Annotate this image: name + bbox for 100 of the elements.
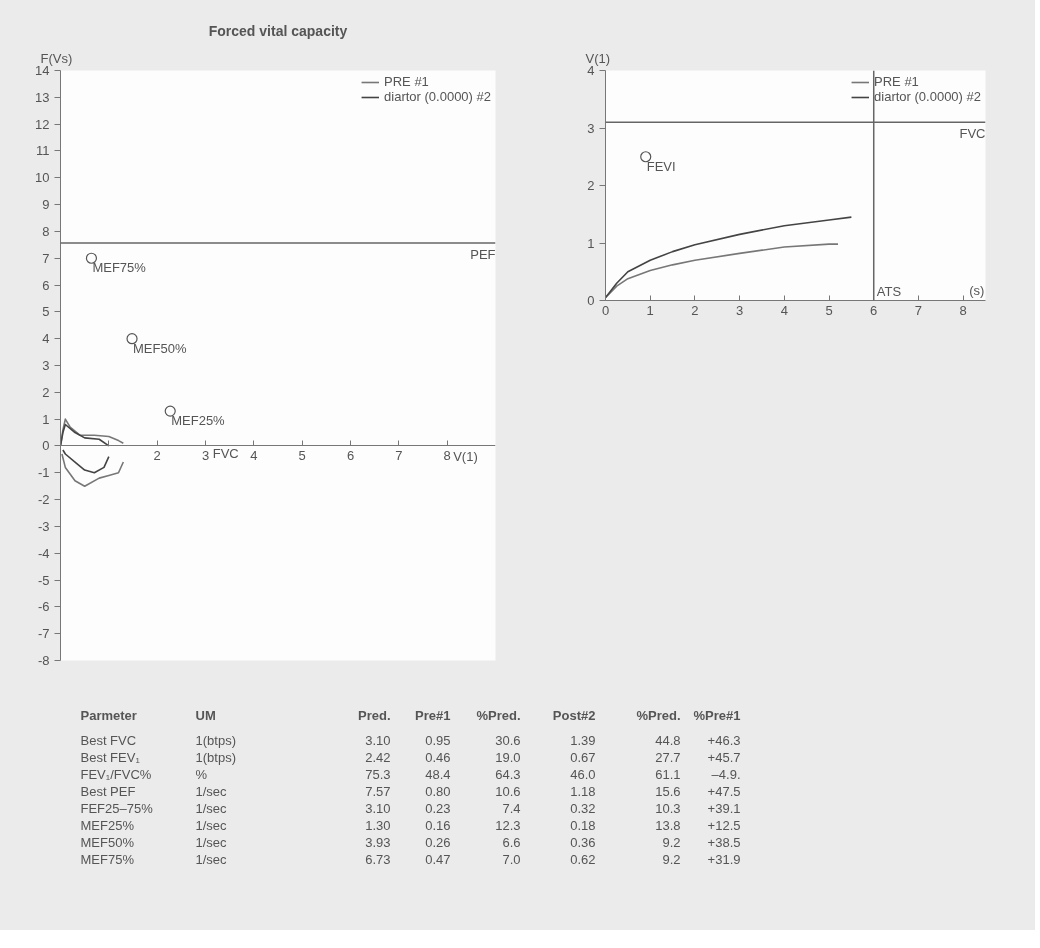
y-tick-label: 3 <box>587 120 595 136</box>
x-tick-label: 3 <box>201 447 210 463</box>
text: 19.0 <box>495 750 521 765</box>
annotation: MEF75% <box>92 260 147 276</box>
legend-label: PRE #1 <box>874 74 919 89</box>
y-tick-label: -4 <box>37 545 50 561</box>
text: 27.7 <box>655 750 681 765</box>
x-tick-label: 1 <box>646 302 654 318</box>
y-tick-label: -8 <box>37 653 50 668</box>
text: MEF75% <box>80 852 135 867</box>
y-axis-title: V(1) <box>585 50 611 66</box>
text: 10.6 <box>495 784 521 799</box>
text: +38.5 <box>707 835 741 850</box>
y-tick-label: 2 <box>42 384 50 400</box>
text: –4.9. <box>711 767 741 782</box>
text: 9.2 <box>662 835 681 850</box>
text: +12.5 <box>707 818 741 833</box>
x-tick-label: 4 <box>250 447 258 463</box>
y-tick-label: 11 <box>36 143 50 159</box>
text: 1/sec <box>195 818 228 833</box>
annotation: MEF50% <box>133 340 187 356</box>
x-tick-label: 5 <box>825 302 833 318</box>
text: 0.26 <box>425 835 451 850</box>
text: 0.62 <box>570 852 596 867</box>
text: % <box>195 767 208 782</box>
x-tick-label: 7 <box>395 447 403 463</box>
text: +31.9 <box>707 852 741 867</box>
x-axis-title: (s) <box>969 282 985 298</box>
text: 1(btps) <box>195 733 236 748</box>
text: 0.46 <box>425 750 451 765</box>
x-tick-label: 4 <box>780 302 788 318</box>
text: +45.7 <box>707 750 741 765</box>
annotation: FEVI <box>646 158 676 174</box>
text: 7.57 <box>365 784 391 799</box>
annotation: FVC <box>212 445 239 461</box>
y-tick-label: 12 <box>35 116 50 132</box>
x-axis-title: V(1) <box>453 448 478 464</box>
x-tick-label: 2 <box>691 302 699 318</box>
text: 1.39 <box>570 733 596 748</box>
text: 3.93 <box>365 835 391 850</box>
category-label: Pre#1 <box>415 708 451 723</box>
text: 0.47 <box>425 852 451 867</box>
text: 75.3 <box>365 767 391 782</box>
text: 44.8 <box>655 733 681 748</box>
y-tick-label: 6 <box>42 277 50 293</box>
text: 61.1 <box>655 767 681 782</box>
text: 9.2 <box>662 852 681 867</box>
text: 1.30 <box>365 818 391 833</box>
x-tick-label: 6 <box>870 302 878 318</box>
chart-title: Forced vital capacity <box>208 22 348 39</box>
ref-line-label: PEF <box>470 246 496 262</box>
text: 15.6 <box>655 784 681 799</box>
text: 2.42 <box>365 750 391 765</box>
y-tick-label: 4 <box>42 331 50 347</box>
text: 0.16 <box>425 818 451 833</box>
text: Best FEV₁ <box>80 750 141 765</box>
category-label: Pred. <box>357 708 391 723</box>
category-label: %Pred. <box>636 708 681 723</box>
y-tick-label: 10 <box>35 170 50 186</box>
text: 0.95 <box>425 733 451 748</box>
ref-line-label: FVC <box>959 126 986 142</box>
text: +46.3 <box>707 733 741 748</box>
text: 0.32 <box>570 801 596 816</box>
y-tick-label: 1 <box>42 411 50 427</box>
y-axis-title: F(Vs) <box>40 50 73 66</box>
ref-line-label: ATS <box>876 283 902 299</box>
text: +39.1 <box>707 801 741 816</box>
text: 0.67 <box>570 750 596 765</box>
text: 3.10 <box>365 801 391 816</box>
text: 1.18 <box>570 784 596 799</box>
text: 7.0 <box>502 852 521 867</box>
category-label: %Pred. <box>476 708 521 723</box>
text: 64.3 <box>495 767 521 782</box>
x-tick-label: 3 <box>736 302 744 318</box>
text: MEF25% <box>80 818 135 833</box>
text: 1/sec <box>195 784 228 799</box>
category-label: UM <box>195 708 216 723</box>
text: 3.10 <box>365 733 391 748</box>
y-tick-label: 8 <box>42 223 50 239</box>
y-tick-label: -7 <box>37 626 50 642</box>
y-tick-label: 13 <box>35 89 50 105</box>
text: Best FVC <box>80 733 137 748</box>
x-tick-label: 6 <box>346 447 355 463</box>
text: 13.8 <box>655 818 681 833</box>
text: 46.0 <box>570 767 596 782</box>
text: 0.23 <box>425 801 451 816</box>
text: 48.4 <box>425 767 451 782</box>
text: Best PEF <box>80 784 136 799</box>
x-tick-label: 8 <box>443 447 451 463</box>
annotation: MEF25% <box>171 413 226 429</box>
y-tick-label: 4 <box>587 63 595 78</box>
text: 1/sec <box>195 801 228 816</box>
category-label: Post#2 <box>552 708 596 723</box>
text: FEV₁/FVC% <box>80 767 152 782</box>
legend-label: diartor (0.0000) #2 <box>384 89 491 104</box>
text: 6.6 <box>502 835 521 850</box>
text: 30.6 <box>495 733 521 748</box>
legend-label: diartor (0.0000) #2 <box>874 89 981 104</box>
category-label: Parmeter <box>80 708 137 723</box>
text: 1/sec <box>195 835 228 850</box>
